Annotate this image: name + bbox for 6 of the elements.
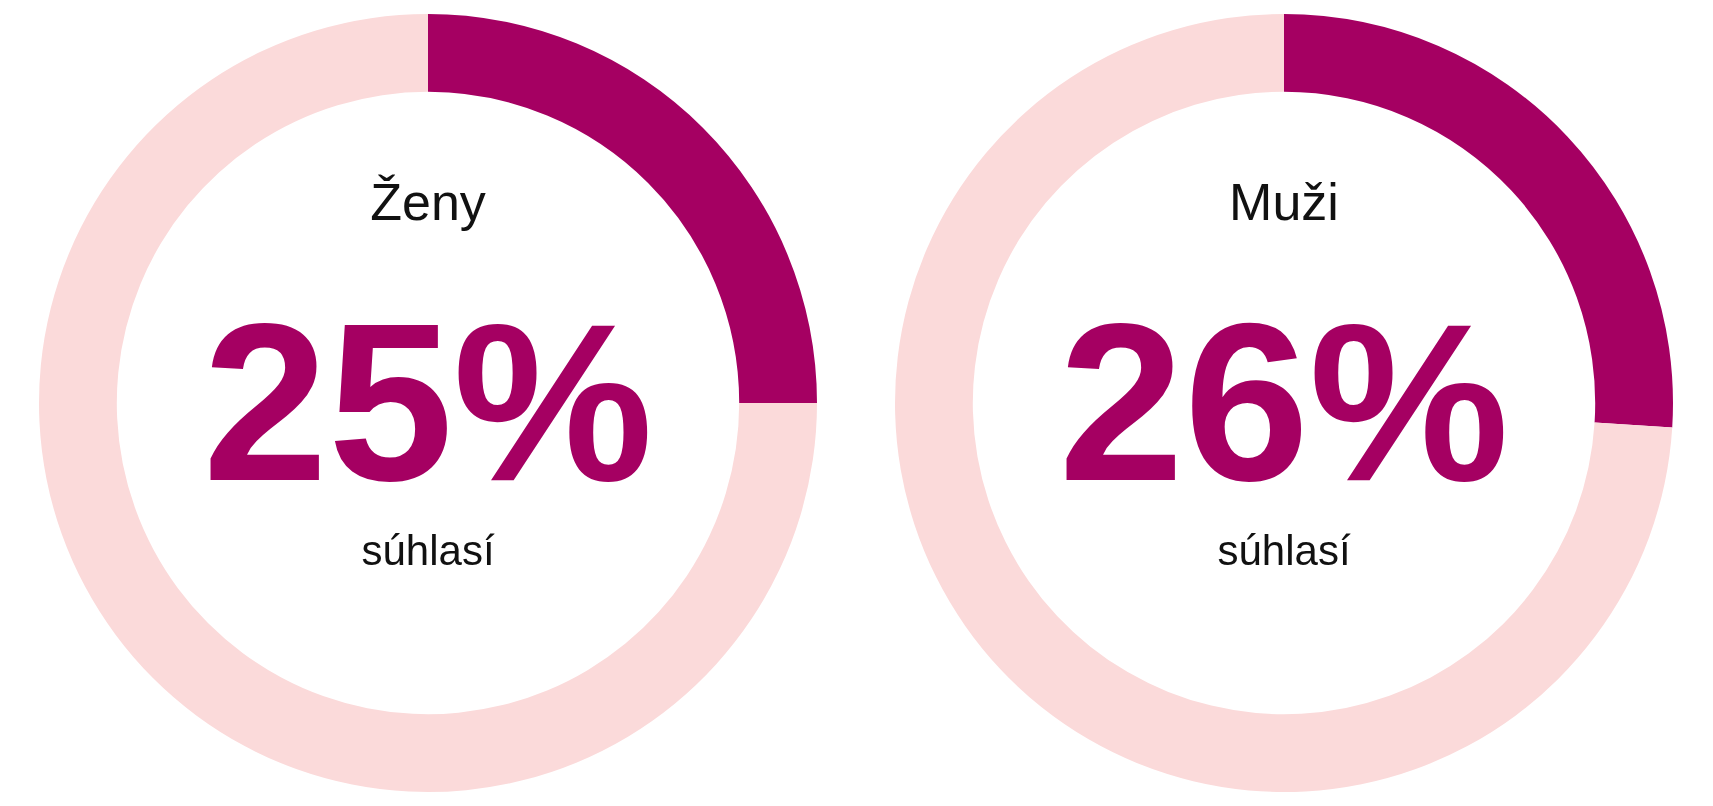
slice-label: súhlasí (1217, 527, 1351, 574)
data-label: 26% (1058, 276, 1510, 528)
data-label: 25% (202, 276, 654, 528)
text: Ženy (370, 173, 486, 231)
slice-label: súhlasí (361, 527, 495, 574)
text: Muži (1229, 173, 1339, 231)
